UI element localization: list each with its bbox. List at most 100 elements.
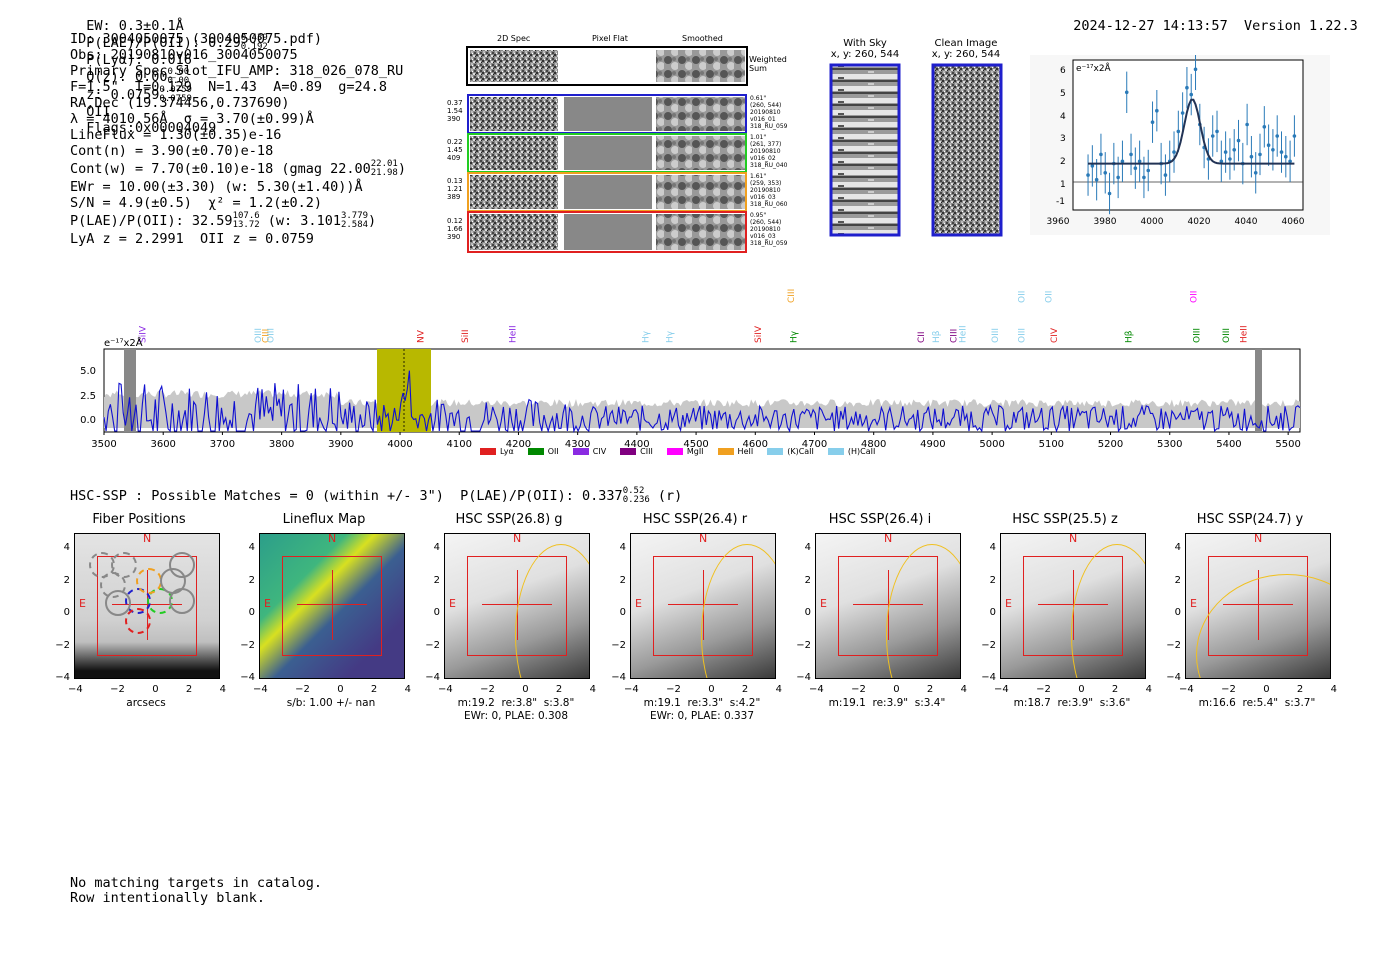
spectrum-line-label: OIII xyxy=(1222,328,1232,343)
legend-item: OII xyxy=(527,447,559,456)
spectrum-chart: e⁻¹⁷x2Å 3500 3600 3700 3800 3900 4000 4100 4200… xyxy=(80,336,1301,450)
hsc-xtick: 0 xyxy=(708,684,715,695)
contw-end: ) xyxy=(397,161,406,177)
hsc-xtick: −2 xyxy=(295,684,310,695)
zoom-xtick: 4000 xyxy=(1141,217,1164,227)
fiber-circle-gray xyxy=(169,552,195,578)
row-info: 318_RU_060 xyxy=(750,201,788,208)
zoom-data-point xyxy=(1219,159,1224,164)
hsc-xtick: −2 xyxy=(851,684,866,695)
hsc-xtick: −2 xyxy=(1221,684,1236,695)
header-bar: EW: 0.3±0.1Å P(LAE)/P(OII): 0.29 0.439 0.1… xyxy=(70,2,1400,136)
hsc-panel: HSC SSP(24.7) y N E 4 2 0 −2 −4 −4 −2 0 xyxy=(1155,512,1345,727)
sky-images xyxy=(829,63,1003,237)
plae-w: (w: 3.101 xyxy=(267,213,341,229)
with-sky-image xyxy=(829,63,901,237)
row-info: (259, 353) xyxy=(750,180,782,187)
hsc-ytick: 0 xyxy=(804,607,811,618)
hsc-yticks: 4 2 0 −2 −4 xyxy=(1163,532,1181,695)
hsc-xtick: 4 xyxy=(219,684,226,695)
spectrum-line-label: CIII xyxy=(950,329,960,343)
hsc-panel-title: HSC SSP(26.4) i xyxy=(828,512,932,527)
hsc-caption-1: m:16.6 re:5.4" s:3.7" xyxy=(1198,697,1316,709)
zoom-data-point xyxy=(1150,120,1155,124)
spectrum-line-label: CIII xyxy=(787,289,797,303)
hsc-xtick: −4 xyxy=(438,684,453,695)
zoom-ytick: 3 xyxy=(1060,134,1066,144)
hsc-ytick: −2 xyxy=(981,639,996,651)
row-left-2: 0.13 1.21 389 xyxy=(447,177,463,201)
spectrum-xtick: 4900 xyxy=(920,439,945,450)
hsc-panel-title: Fiber Positions xyxy=(92,512,186,527)
cutout-row xyxy=(467,133,747,173)
hsc-caption-1: arcsecs xyxy=(126,697,166,709)
hsc-xtick: 4 xyxy=(589,684,596,695)
hsc-xtick: −4 xyxy=(809,684,824,695)
zoom-data-point xyxy=(1133,166,1138,170)
hsc-xtick: 4 xyxy=(1330,684,1337,695)
hsc-panel: Fiber Positions N E xyxy=(44,512,234,727)
zoom-data-point xyxy=(1163,173,1168,177)
row-val: 0.13 xyxy=(447,177,463,185)
row-info: 20190810 xyxy=(750,187,781,194)
spectrum-xtick: 3900 xyxy=(328,439,353,450)
hsc-xticks: −4 −2 0 2 4 xyxy=(438,684,596,695)
row-right-3: 0.95" (260, 544) 20190810 v016_03 318_RU_059 xyxy=(750,212,787,247)
hsc-caption-1: m:19.1 re:3.3" s:4.2" xyxy=(643,697,761,709)
spectrum-line-label: OIII xyxy=(1192,328,1202,343)
info-sn: S/N = 4.9(±0.5) χ² = 1.2(±0.2) xyxy=(70,195,322,211)
zoom-data-point xyxy=(1262,125,1267,129)
hsc-xtick: −2 xyxy=(1036,684,1051,695)
spectrum-line-label: Hγ xyxy=(790,330,800,343)
zoom-data-point xyxy=(1129,152,1133,157)
legend-item: CIII xyxy=(620,447,653,456)
hsc-ytick: 2 xyxy=(804,574,811,586)
legend-swatch xyxy=(827,448,844,455)
cutout-col-flat: Pixel Flat xyxy=(592,34,628,43)
spectrum-xtick: 4400 xyxy=(624,439,649,450)
footer-line-2: Row intentionally blank. xyxy=(70,890,266,906)
hsc-ytick: 4 xyxy=(63,542,70,553)
zoom-data-point xyxy=(1253,171,1258,175)
hsc-xtick: 2 xyxy=(370,684,378,695)
row-frame-red xyxy=(467,211,747,253)
row-val: 0.12 xyxy=(447,217,463,225)
spectrum-xtick: 4500 xyxy=(683,439,708,450)
zoom-data-point xyxy=(1142,175,1146,180)
row-val: 390 xyxy=(447,233,461,241)
hsc-yticks: 4 2 0 −2 −4 xyxy=(237,532,255,695)
legend-label: CIV xyxy=(592,447,607,456)
row-info: 1.61" xyxy=(750,173,767,180)
row-smooth xyxy=(656,175,745,209)
row-2d xyxy=(470,175,558,209)
row-left-3: 0.12 1.66 390 xyxy=(447,217,463,241)
legend-label: (K)CaII xyxy=(787,447,814,456)
spectrum-legend: Lyα OII CIV CIII MgII HeII (K)CaII (H)CaII xyxy=(480,447,875,456)
zoom-chart: e⁻¹⁷x2Å 6 5 4 3 2 1 0 -1 3960 3980 4000 … xyxy=(1030,55,1330,235)
hsc-xtick: −2 xyxy=(480,684,495,695)
hsc-ytick: 4 xyxy=(1174,542,1181,553)
hsc-xtick: −4 xyxy=(68,684,83,695)
row-right-2: 1.61" (259, 353) 20190810 v016_03 318_RU_060 xyxy=(750,173,787,208)
legend-item: (H)CaII xyxy=(827,447,875,456)
spectrum-line-label: OII xyxy=(1189,291,1199,303)
plae-w-hi: 3.779 xyxy=(340,211,369,221)
hsc-caption-2: EWr: 0, PLAE: 0.308 xyxy=(463,710,569,722)
spectrum-line-label: CIV xyxy=(1050,327,1060,343)
hsc-panel-title: HSC SSP(24.7) y xyxy=(1196,512,1304,527)
hsc-xtick: 2 xyxy=(185,684,193,695)
hsc-ytick: 4 xyxy=(804,542,811,553)
legend-item: (K)CaII xyxy=(767,447,814,456)
hsc-xticks: −4 −2 0 2 4 xyxy=(1179,684,1337,695)
legend-swatch xyxy=(767,448,784,455)
legend-swatch xyxy=(572,448,589,455)
hsc-xtick: 2 xyxy=(555,684,563,695)
hsc-panel: Lineflux Map N E 4 2 0 −2 −4 −4 −2 0 xyxy=(229,512,419,727)
spectrum-yticks: 5.0 2.5 0.0 xyxy=(80,366,96,426)
hsc-ytick: −2 xyxy=(611,639,626,651)
row-val: 0.37 xyxy=(447,99,463,107)
legend-swatch xyxy=(527,448,544,455)
plae2-hi: 107.6 xyxy=(232,211,260,221)
hsc-title-lo: 0.236 xyxy=(622,495,650,505)
